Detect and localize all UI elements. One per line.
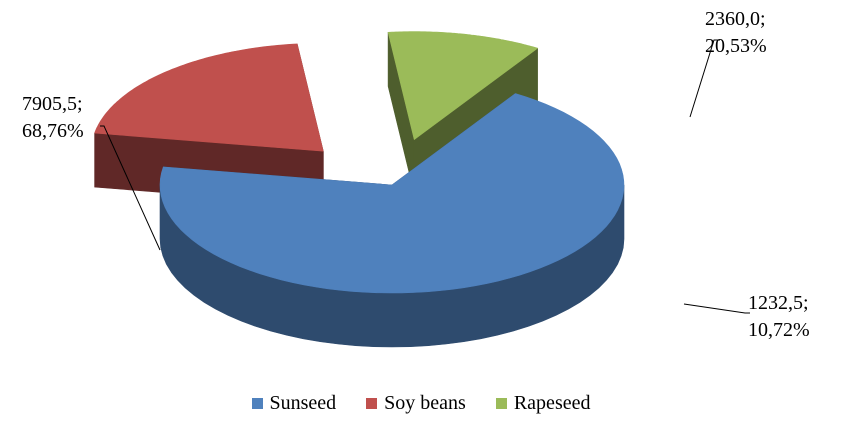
legend-label-sunseed: Sunseed	[269, 392, 337, 414]
leader-line-soy-beans	[689, 39, 720, 118]
data-label-rapeseed: 1232,5; 10,72%	[748, 290, 810, 344]
leader-line-sunseed	[100, 125, 161, 251]
pie-slices	[94, 31, 625, 348]
data-label-soy-beans: 2360,0; 20,53%	[705, 6, 767, 60]
data-label-soy-beans-percent: 20,53%	[705, 35, 767, 57]
legend-entry-rapeseed: Rapeseed	[495, 392, 591, 415]
legend: Sunseed Soy beans Rapeseed	[0, 392, 842, 415]
legend-swatch-soy-beans	[366, 398, 378, 409]
leader-line-rapeseed	[683, 303, 750, 314]
leader-lines	[100, 39, 750, 314]
legend-swatch-rapeseed	[495, 398, 507, 409]
data-label-sunseed-value: 7905,5;	[22, 93, 83, 115]
data-label-rapeseed-value: 1232,5;	[748, 292, 809, 314]
legend-label-soy-beans: Soy beans	[384, 392, 466, 414]
data-label-rapeseed-percent: 10,72%	[748, 319, 810, 341]
legend-swatch-sunseed	[251, 398, 263, 409]
data-label-sunseed: 7905,5; 68,76%	[22, 91, 84, 145]
pie-slice-sunseed	[159, 93, 625, 294]
data-label-soy-beans-value: 2360,0;	[705, 8, 766, 30]
pie-slice-rapeseed	[387, 31, 538, 140]
legend-label-rapeseed: Rapeseed	[513, 392, 591, 414]
legend-entry-soy-beans: Soy beans	[366, 392, 466, 415]
data-label-sunseed-percent: 68,76%	[22, 120, 84, 142]
legend-entry-sunseed: Sunseed	[251, 392, 337, 415]
pie-slice-soy-beans	[94, 43, 324, 152]
